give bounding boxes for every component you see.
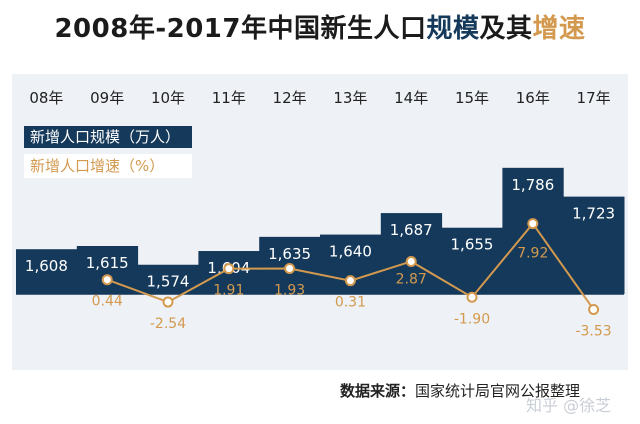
growth-point bbox=[223, 263, 235, 275]
legend-bar-label: 新增人口规模（万人） bbox=[30, 128, 180, 146]
bar-data-label: 1,635 bbox=[268, 245, 311, 263]
growth-point bbox=[344, 275, 356, 287]
title-part1: 2008年-2017年中国新生人口 bbox=[54, 14, 427, 44]
title-part4: 增速 bbox=[532, 14, 586, 44]
growth-data-label: 0.44 bbox=[92, 294, 123, 310]
bar bbox=[380, 213, 443, 294]
growth-point bbox=[162, 296, 174, 308]
growth-data-label: 7.92 bbox=[517, 246, 548, 262]
x-tick-label: 09年 bbox=[90, 89, 124, 107]
x-tick-label: 17年 bbox=[577, 89, 611, 107]
growth-point bbox=[588, 303, 600, 315]
growth-point bbox=[101, 274, 113, 286]
data-source: 数据来源：国家统计局官网公报整理 bbox=[340, 380, 580, 401]
bar-data-label: 1,723 bbox=[572, 205, 615, 223]
bar-data-label: 1,608 bbox=[25, 257, 68, 275]
growth-point bbox=[466, 291, 478, 303]
bar-data-label: 1,655 bbox=[451, 236, 494, 254]
growth-data-label: -3.53 bbox=[575, 323, 611, 339]
bar-data-label: 1,786 bbox=[511, 176, 554, 194]
growth-point bbox=[284, 263, 296, 275]
x-tick-label: 11年 bbox=[212, 89, 246, 107]
title-part2: 规模 bbox=[426, 14, 480, 44]
legend-bar-swatch bbox=[24, 126, 192, 148]
growth-data-label: 1.91 bbox=[213, 283, 244, 299]
title-part3: 及其 bbox=[479, 14, 533, 44]
bar bbox=[16, 249, 78, 294]
watermark: 知乎 @徐芝 bbox=[526, 396, 612, 415]
x-tick-label: 13年 bbox=[333, 89, 367, 107]
bar bbox=[563, 196, 625, 294]
growth-data-label: 1.93 bbox=[274, 283, 305, 299]
growth-data-label: 0.31 bbox=[335, 295, 366, 311]
growth-data-label: -1.90 bbox=[454, 311, 490, 327]
x-tick-label: 15年 bbox=[455, 89, 489, 107]
bar bbox=[441, 227, 503, 294]
source-text: 国家统计局官网公报整理 bbox=[415, 382, 581, 400]
bar bbox=[137, 264, 199, 294]
legend-line-label: 新增人口增速（%） bbox=[30, 157, 164, 175]
x-tick-label: 12年 bbox=[273, 89, 307, 107]
x-tick-label: 08年 bbox=[29, 89, 63, 107]
growth-data-label: -2.54 bbox=[150, 316, 186, 332]
bar-data-label: 1,574 bbox=[147, 273, 190, 291]
bar bbox=[76, 246, 139, 294]
growth-data-label: 2.87 bbox=[396, 271, 427, 287]
bar-data-label: 1,687 bbox=[390, 221, 433, 239]
growth-point bbox=[405, 255, 417, 267]
growth-point bbox=[527, 218, 539, 230]
source-label: 数据来源： bbox=[340, 382, 416, 400]
x-tick-label: 10年 bbox=[151, 89, 185, 107]
x-tick-label: 14年 bbox=[394, 89, 428, 107]
bar bbox=[502, 167, 564, 294]
legend-line-swatch bbox=[24, 154, 192, 178]
bar-data-label: 1,640 bbox=[329, 243, 372, 261]
bar-data-label: 1,615 bbox=[86, 254, 129, 272]
x-tick-label: 16年 bbox=[516, 89, 550, 107]
chart-title: 2008年-2017年中国新生人口规模及其增速 bbox=[0, 8, 640, 45]
